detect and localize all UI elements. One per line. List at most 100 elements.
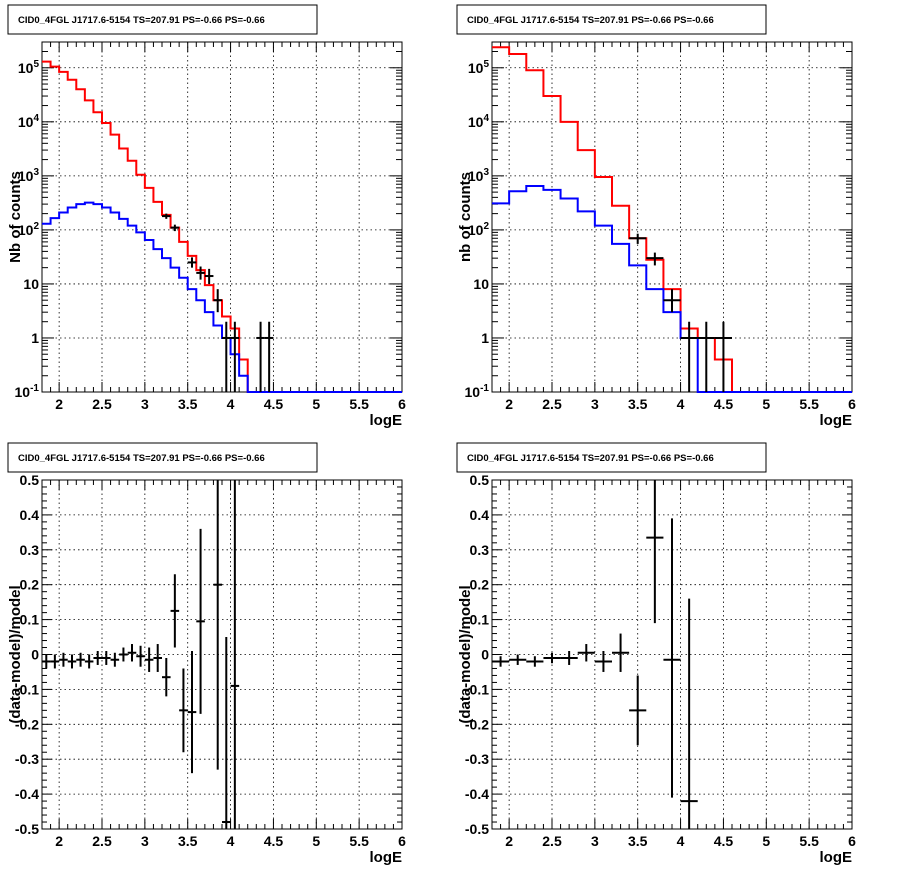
tick-label: 10	[23, 276, 39, 292]
data-point	[127, 644, 137, 662]
plot-frame	[491, 41, 853, 393]
x-tick-label: 3.5	[178, 396, 198, 412]
x-tick-label: 2	[55, 833, 63, 849]
x-axis: 2 2.5 3 3.5 4 4.5 5 5.5 6	[491, 42, 856, 412]
tick-label: 10-1	[15, 383, 40, 400]
series-2	[492, 184, 852, 393]
data-point	[42, 654, 51, 669]
data-point	[119, 647, 128, 662]
chart-panel-4: CID0_4FGL J1717.6-5154 TS=207.91 PS=-0.6…	[456, 442, 856, 866]
data-point	[67, 654, 77, 669]
data-point	[492, 656, 510, 667]
x-tick-label: 5.5	[349, 396, 369, 412]
x-tick-label: 5.5	[799, 833, 819, 849]
tick-label: 103	[468, 167, 490, 184]
data-point	[230, 321, 240, 392]
y-axis: 10-1 1 10 102 103 104 105	[15, 41, 402, 400]
series-3	[162, 213, 274, 392]
data-point	[526, 656, 544, 667]
data-point	[646, 252, 664, 266]
series-1	[492, 46, 852, 393]
x-tick-label: 4.5	[264, 833, 284, 849]
x-axis: 2 2.5 3 3.5 4 4.5 5 5.5 6	[491, 480, 856, 849]
tick-label: 0	[481, 647, 489, 663]
x-tick-label: 3	[141, 396, 149, 412]
data-point	[509, 654, 527, 665]
x-axis-label: logE	[370, 849, 403, 866]
tick-label: -0.3	[465, 751, 489, 767]
x-tick-label: 2	[505, 396, 513, 412]
chart-panel-3: CID0_4FGL J1717.6-5154 TS=207.91 PS=-0.6…	[7, 442, 406, 866]
x-tick-label: 4.5	[714, 396, 734, 412]
data-point	[196, 266, 205, 280]
series-1	[492, 480, 698, 829]
tick-label: 0.3	[470, 542, 490, 558]
data-point	[170, 224, 180, 232]
data-point	[680, 598, 698, 829]
x-axis-label: logE	[820, 412, 853, 429]
tick-label: 105	[468, 59, 490, 76]
tick-label: -0.1	[15, 681, 39, 697]
tick-label: 0.4	[470, 507, 490, 523]
x-tick-label: 6	[848, 396, 856, 412]
x-tick-label: 2.5	[92, 833, 112, 849]
grid	[42, 480, 402, 829]
data-point	[144, 647, 154, 672]
tick-label: -0.4	[15, 786, 39, 802]
data-point	[153, 644, 162, 672]
data-point	[629, 675, 647, 746]
x-tick-label: 2.5	[542, 833, 562, 849]
data-point	[110, 652, 120, 667]
tick-label: 0.2	[20, 577, 40, 593]
data-point	[646, 480, 664, 624]
data-point	[697, 321, 715, 392]
x-tick-label: 4.5	[264, 396, 284, 412]
y-axis: 10-1 1 10 102 103 104 105	[465, 41, 852, 400]
tick-label: 105	[18, 59, 40, 76]
series-1	[42, 60, 402, 393]
x-tick-label: 2	[55, 396, 63, 412]
x-tick-label: 3	[591, 396, 599, 412]
tick-label: -0.3	[15, 751, 39, 767]
data-point	[136, 645, 145, 667]
x-tick-label: 2.5	[92, 396, 112, 412]
data-point	[256, 321, 265, 392]
model-step-line	[42, 60, 402, 393]
x-tick-label: 5	[762, 396, 770, 412]
data-point	[187, 257, 197, 268]
y-axis-label: (data-model)/model	[7, 585, 24, 723]
x-tick-label: 5	[312, 833, 320, 849]
chart-title: CID0_4FGL J1717.6-5154 TS=207.91 PS=-0.6…	[467, 453, 714, 464]
x-tick-label: 5	[312, 396, 320, 412]
data-point	[560, 651, 578, 665]
tick-label: 0.5	[20, 472, 40, 488]
data-point	[543, 652, 561, 664]
data-point	[204, 268, 214, 284]
model-step-line	[492, 46, 852, 393]
data-point	[714, 321, 732, 392]
data-point	[196, 528, 205, 714]
data-point	[663, 518, 681, 798]
x-tick-label: 6	[398, 833, 406, 849]
chart-title-box	[7, 442, 318, 473]
tick-label: 102	[18, 221, 40, 238]
tick-label: -0.5	[15, 821, 39, 837]
tick-label: -0.5	[465, 821, 489, 837]
y-axis: -0.5 -0.4 -0.3 -0.2 -0.1 0 0.1 0.2 0.3 0.4 0.5	[465, 472, 852, 837]
plot-frame	[41, 41, 403, 393]
x-tick-label: 3	[591, 833, 599, 849]
x-tick-label: 2.5	[542, 396, 562, 412]
data-point	[76, 652, 85, 667]
data-point	[162, 657, 171, 697]
tick-label: 0.3	[20, 542, 40, 558]
x-tick-label: 5.5	[349, 833, 369, 849]
chart-panel-2: CID0_4FGL J1717.6-5154 TS=207.91 PS=-0.6…	[456, 4, 856, 429]
series-3	[629, 233, 732, 392]
chart-title: CID0_4FGL J1717.6-5154 TS=207.91 PS=-0.6…	[18, 453, 265, 464]
tick-label: -0.4	[465, 786, 489, 802]
tick-label: 0.1	[20, 612, 40, 628]
x-axis: 2 2.5 3 3.5 4 4.5 5 5.5 6	[41, 42, 406, 412]
data-point	[629, 233, 647, 244]
data-point	[170, 574, 180, 648]
